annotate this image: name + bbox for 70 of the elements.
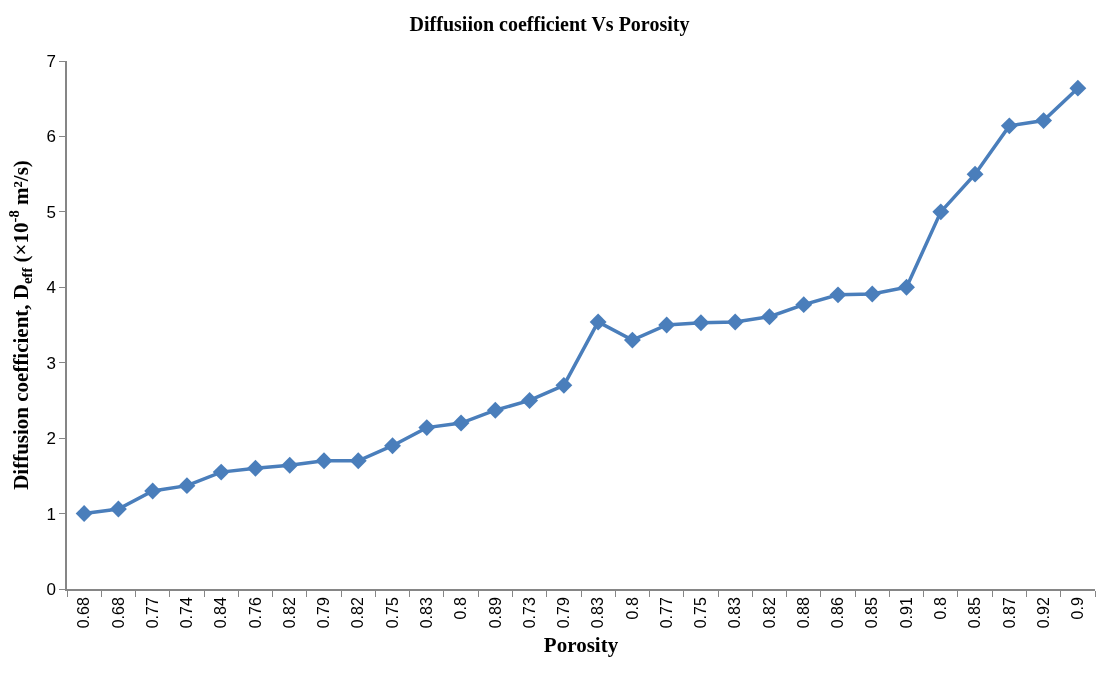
- x-tick-label: 0.74: [178, 597, 196, 629]
- point: [726, 313, 744, 331]
- y-tick-label: 3: [46, 353, 56, 373]
- point: [349, 452, 367, 470]
- point: [1035, 112, 1053, 130]
- x-tick-label: 0.92: [1034, 597, 1052, 629]
- x-tick-label: 0.68: [109, 597, 127, 629]
- y-tick-label: 7: [46, 51, 56, 71]
- y-tick-label: 1: [46, 504, 56, 524]
- x-tick-label: 0.77: [143, 597, 161, 629]
- point: [829, 286, 847, 304]
- point: [692, 314, 710, 332]
- x-tick-label: 0.68: [75, 597, 93, 629]
- x-axis-title: Porosity: [543, 632, 619, 657]
- x-tick-label: 0.9: [1069, 597, 1087, 620]
- y-tick-label: 6: [46, 127, 56, 147]
- point: [75, 505, 93, 523]
- point: [589, 313, 607, 331]
- x-tick-label: 0.83: [589, 597, 607, 629]
- y-tick-label: 5: [46, 202, 56, 222]
- x-tick-label: 0.75: [383, 597, 401, 629]
- point: [1000, 117, 1018, 135]
- point: [761, 308, 778, 326]
- point: [658, 316, 676, 334]
- point: [486, 401, 504, 419]
- x-tick-label: 0.88: [794, 597, 812, 629]
- x-tick-label: 0.83: [418, 597, 435, 629]
- point: [281, 456, 299, 474]
- x-tick-label: 0.82: [280, 597, 298, 629]
- point: [795, 296, 813, 314]
- point: [521, 391, 539, 409]
- x-tick-label: 0.73: [520, 597, 538, 629]
- x-tick-label: 0.91: [897, 597, 915, 629]
- x-tick-label: 0.8: [623, 597, 641, 620]
- y-tick-label: 2: [46, 429, 56, 449]
- x-tick-label: 0.83: [726, 597, 744, 629]
- point: [212, 463, 230, 481]
- x-tick-label: 0.84: [212, 597, 230, 629]
- x-tick-label: 0.79: [315, 597, 333, 629]
- x-tick-label: 0.86: [829, 597, 847, 629]
- y-tick-label: 0: [46, 579, 56, 599]
- point: [418, 419, 436, 437]
- x-tick-label: 0.77: [657, 597, 675, 629]
- x-tick-label: 0.85: [863, 597, 881, 629]
- chart-title: Diffusiion coefficient Vs Porosity: [409, 13, 690, 36]
- x-tick-label: 0.82: [349, 597, 367, 629]
- point: [144, 482, 162, 500]
- point: [863, 285, 881, 303]
- x-tick-label: 0.82: [760, 597, 778, 629]
- x-tick-label: 0.87: [1000, 597, 1018, 629]
- point: [555, 376, 573, 394]
- x-tick-label: 0.75: [692, 597, 710, 629]
- x-tick-label: 0.8: [932, 597, 949, 620]
- x-tick-label: 0.85: [966, 597, 984, 629]
- point: [315, 452, 333, 470]
- x-tick-label: 0.76: [246, 597, 264, 629]
- point: [623, 331, 641, 349]
- point: [247, 459, 264, 477]
- point: [384, 437, 401, 455]
- y-tick-label: 4: [46, 278, 56, 298]
- point: [109, 500, 127, 518]
- point: [898, 278, 915, 296]
- point: [966, 165, 984, 183]
- point: [178, 477, 196, 495]
- x-tick-label: 0.8: [452, 597, 470, 620]
- point: [452, 414, 470, 432]
- point: [932, 203, 950, 221]
- point: [1069, 79, 1087, 97]
- x-tick-label: 0.89: [486, 597, 504, 629]
- x-tick-label: 0.79: [555, 597, 573, 629]
